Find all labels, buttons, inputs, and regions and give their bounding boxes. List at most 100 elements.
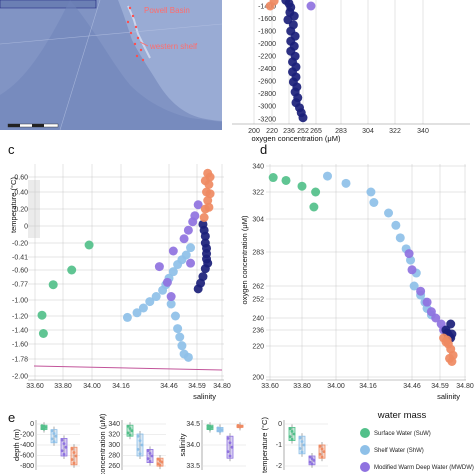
data-point-shw — [166, 299, 176, 309]
y-tick-label: -1.78 — [12, 356, 28, 363]
panel-b-x-axis-label: oxygen concentration (μM) — [252, 134, 341, 143]
data-point-mwdw — [186, 258, 196, 268]
data-point-suw — [84, 240, 94, 250]
x-tick-label: 33.60 — [261, 383, 279, 390]
panel-c-x-ticks: 33.60 33.80 34.00 34.16 34.46 34.59 34.80 — [26, 383, 231, 390]
panel-e: 0 -200 -400 -600 -800 depth (m) 340 320 300 280 26… — [12, 413, 328, 474]
data-point-mwdw — [190, 211, 200, 221]
x-tick-label: 34.16 — [112, 383, 130, 390]
y-tick-label: 220 — [252, 343, 264, 350]
y-tick-label: 283 — [252, 249, 264, 256]
box-point-suw — [210, 426, 214, 429]
box-point-suw — [208, 427, 212, 431]
box-point-mwdw — [146, 449, 150, 453]
y-tick-label: -2400 — [258, 66, 276, 73]
x-tick-label: 34.46 — [403, 383, 421, 390]
box-point-mwdw — [62, 442, 66, 446]
data-point-shw — [183, 352, 193, 362]
box-point-orange — [320, 455, 324, 459]
panel-b-y-ticks: -1400-1600-1800-2000-2200-2400-2600-2800… — [258, 3, 276, 123]
box-point-shw — [300, 440, 304, 443]
data-point-shw — [168, 267, 178, 277]
map-stations — [126, 6, 145, 62]
panel-c-x-axis-label: salinity — [193, 392, 216, 401]
map-gridline — [59, 0, 101, 131]
box-point-mwdw — [226, 450, 230, 453]
box-point-orange — [318, 444, 322, 448]
box-plot-y-tick: 280 — [108, 453, 120, 460]
box-plot-y-label: salinity — [178, 433, 187, 456]
data-point-suw — [309, 202, 319, 212]
box-point-shw — [300, 450, 304, 454]
panel-label-c: c — [8, 142, 15, 157]
x-tick-label: 34.00 — [327, 383, 345, 390]
y-tick-label: -2600 — [258, 79, 276, 86]
legend-label-mwdw: Modified Warm Deep Water (MWDW) — [374, 465, 474, 471]
box-plot-y-tick: 300 — [108, 442, 120, 449]
box-point-shw — [140, 443, 144, 447]
data-point-mwdw — [154, 262, 164, 272]
panel-c-points — [37, 168, 215, 362]
box-point-shw — [50, 437, 54, 441]
legend-label-shw: Shelf Water (ShW) — [374, 448, 424, 454]
y-tick-label: 322 — [252, 189, 264, 196]
map-deep-basin — [0, 0, 222, 130]
data-point-mwdw — [431, 313, 441, 323]
box-point-orange — [70, 447, 74, 451]
box-point-orange — [160, 460, 164, 464]
box-point-mwdw — [150, 454, 154, 458]
box-point-shw — [138, 439, 142, 442]
data-point-dark — [200, 264, 210, 274]
panel-c-freezing-line — [33, 365, 223, 371]
data-point-mwdw — [193, 200, 203, 210]
y-tick-label: 0 — [24, 223, 28, 230]
panel-label-d: d — [260, 142, 267, 157]
x-tick-label: 34.16 — [359, 383, 377, 390]
box-point-mwdw — [226, 437, 230, 440]
data-point-dark — [447, 329, 457, 339]
data-point-shw — [173, 324, 183, 334]
box-point-suw — [288, 427, 292, 431]
x-tick-label: 34.80 — [456, 383, 474, 390]
panel-label-e: e — [8, 410, 15, 425]
panel-c: 0.60 0.40 0.20 0 -0.20 -0.41 -0.60 -0.77 -1.00 -1… — [9, 164, 231, 401]
box-point-orange — [322, 450, 326, 453]
map-station-dot — [129, 31, 133, 35]
box-point-mwdw — [148, 459, 152, 463]
y-tick-label: 0.60 — [14, 174, 28, 181]
x-tick-label: 220 — [266, 128, 278, 135]
box-point-suw — [288, 435, 292, 439]
box-plot-1: 0 -200 -400 -600 -800 depth (m) — [12, 420, 80, 470]
panel-d-points — [268, 171, 458, 366]
data-point-shw — [384, 208, 394, 218]
y-tick-label: -1600 — [258, 16, 276, 23]
box-point-mwdw — [310, 462, 314, 466]
box-plot-y-label: concentration (μM) — [98, 413, 107, 474]
box-point-orange — [74, 454, 78, 458]
data-point-orange — [199, 213, 209, 222]
box-point-orange — [70, 458, 74, 461]
map-station-dot — [134, 25, 138, 29]
data-point-mwdw — [162, 277, 172, 287]
panel-d-x-ticks: 33.60 33.80 34.00 34.16 34.46 34.59 34.80 — [261, 383, 474, 390]
map-station-dot — [126, 20, 130, 24]
map-label-powell-basin: Powell Basin — [144, 6, 190, 15]
box-plot-y-tick: 0 — [30, 421, 34, 428]
data-point-mwdw — [407, 265, 417, 275]
legend-swatch-mwdw — [360, 462, 370, 472]
box-point-shw — [54, 434, 58, 438]
y-tick-label: 304 — [252, 216, 264, 223]
box-point-suw — [290, 437, 294, 441]
box-point-mwdw — [310, 457, 314, 461]
box-plot-4: 0 -1 -2 temperature (°C) — [260, 417, 328, 473]
data-point-shw — [181, 250, 191, 260]
y-tick-label: 262 — [252, 283, 264, 290]
box-point-mwdw — [146, 457, 150, 461]
data-point-mwdw — [416, 286, 426, 296]
box-point-suw — [42, 427, 46, 431]
box-point-mwdw — [308, 460, 312, 464]
box-point-orange — [318, 452, 322, 456]
panel-c-gridlines — [28, 164, 224, 381]
